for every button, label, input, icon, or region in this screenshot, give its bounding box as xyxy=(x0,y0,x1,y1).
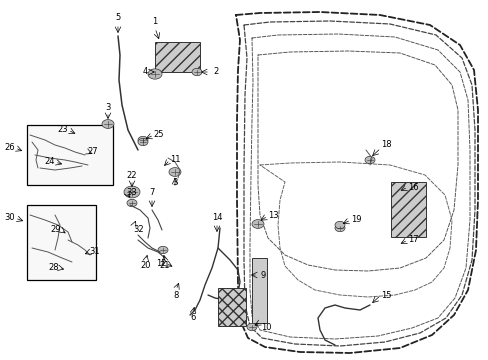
Bar xyxy=(390,182,425,237)
Text: 6: 6 xyxy=(190,314,195,323)
Text: 5: 5 xyxy=(115,13,121,22)
Text: 20: 20 xyxy=(141,261,151,270)
Text: 31: 31 xyxy=(89,247,100,256)
Circle shape xyxy=(169,168,181,176)
Circle shape xyxy=(334,224,345,232)
Circle shape xyxy=(246,323,257,331)
Text: 3: 3 xyxy=(105,103,110,112)
Bar xyxy=(251,258,266,323)
Text: 12: 12 xyxy=(156,258,166,267)
Circle shape xyxy=(334,221,345,229)
Text: 15: 15 xyxy=(380,291,390,300)
Text: 24: 24 xyxy=(45,157,55,166)
Text: 30: 30 xyxy=(5,213,15,222)
Text: 7: 7 xyxy=(149,189,154,198)
Circle shape xyxy=(138,138,148,146)
Text: 21: 21 xyxy=(160,261,170,270)
Circle shape xyxy=(102,120,114,129)
Text: 3: 3 xyxy=(172,179,177,188)
Text: 25: 25 xyxy=(153,130,164,139)
Circle shape xyxy=(251,220,264,228)
Circle shape xyxy=(124,186,140,198)
Text: 8: 8 xyxy=(173,291,178,300)
Text: 9: 9 xyxy=(260,270,265,279)
Bar xyxy=(27,125,113,185)
Text: 19: 19 xyxy=(350,216,361,225)
Circle shape xyxy=(148,69,162,79)
Text: 10: 10 xyxy=(260,323,271,332)
Circle shape xyxy=(138,136,148,144)
Text: 33: 33 xyxy=(126,189,137,198)
Bar xyxy=(218,288,245,326)
Text: 22: 22 xyxy=(126,171,137,180)
Circle shape xyxy=(127,199,137,207)
Text: 11: 11 xyxy=(169,156,180,165)
Text: 26: 26 xyxy=(5,144,15,153)
Text: 2: 2 xyxy=(213,68,218,77)
Circle shape xyxy=(158,246,168,254)
Text: 1: 1 xyxy=(152,18,157,27)
Text: 16: 16 xyxy=(407,183,417,192)
Text: 13: 13 xyxy=(267,211,278,220)
Circle shape xyxy=(192,68,202,76)
Text: 14: 14 xyxy=(211,213,222,222)
Bar xyxy=(155,42,200,72)
Text: 32: 32 xyxy=(133,225,144,234)
Text: 28: 28 xyxy=(49,264,59,273)
Text: 29: 29 xyxy=(51,225,61,234)
Circle shape xyxy=(364,156,374,164)
Text: 23: 23 xyxy=(58,126,68,135)
Text: 17: 17 xyxy=(407,235,417,244)
Text: 4: 4 xyxy=(142,68,147,77)
Bar xyxy=(27,205,96,280)
Text: 27: 27 xyxy=(87,148,98,157)
Text: 18: 18 xyxy=(380,140,390,149)
